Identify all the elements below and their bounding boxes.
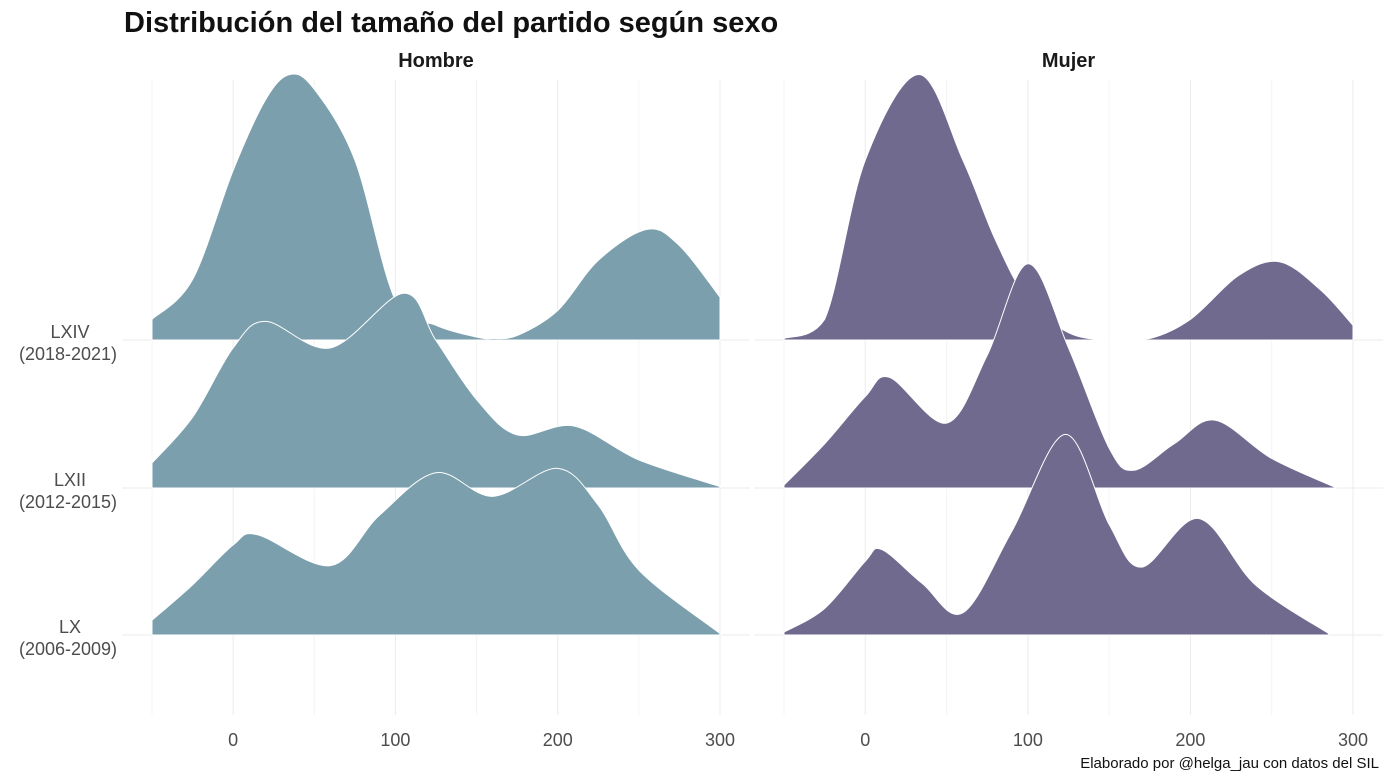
panel-strip-mujer: Mujer — [1042, 50, 1096, 72]
y-label-lx: LX — [59, 617, 81, 637]
ridge-mujer-lxiv — [783, 73, 1354, 341]
ridge-hombre-lxiv — [151, 73, 721, 341]
y-label-period: (2018-2021) — [19, 344, 117, 364]
ridge-mujer-lxii — [783, 263, 1337, 489]
panel-strip-hombre: Hombre — [398, 50, 474, 72]
y-label-period: (2012-2015) — [19, 492, 117, 512]
chart-title: Distribución del tamaño del partido segú… — [124, 7, 778, 39]
chart-caption: Elaborado por @helga_jau con datos del S… — [1080, 755, 1379, 772]
x-tick-label: 300 — [705, 730, 735, 750]
y-label-lxiv: LXIV — [50, 322, 89, 342]
x-tick-label: 100 — [1013, 730, 1043, 750]
y-label-period: (2006-2009) — [19, 639, 117, 659]
x-tick-label: 200 — [543, 730, 573, 750]
x-tick-label: 300 — [1338, 730, 1368, 750]
ridge-hombre-lxii — [151, 292, 721, 489]
x-tick-label: 200 — [1175, 730, 1205, 750]
x-tick-label: 100 — [380, 730, 410, 750]
x-tick-label: 0 — [228, 730, 238, 750]
x-tick-label: 0 — [860, 730, 870, 750]
ridge-mujer-lx — [783, 433, 1330, 636]
y-label-lxii: LXII — [54, 470, 86, 490]
ridge-hombre-lx — [151, 467, 721, 636]
